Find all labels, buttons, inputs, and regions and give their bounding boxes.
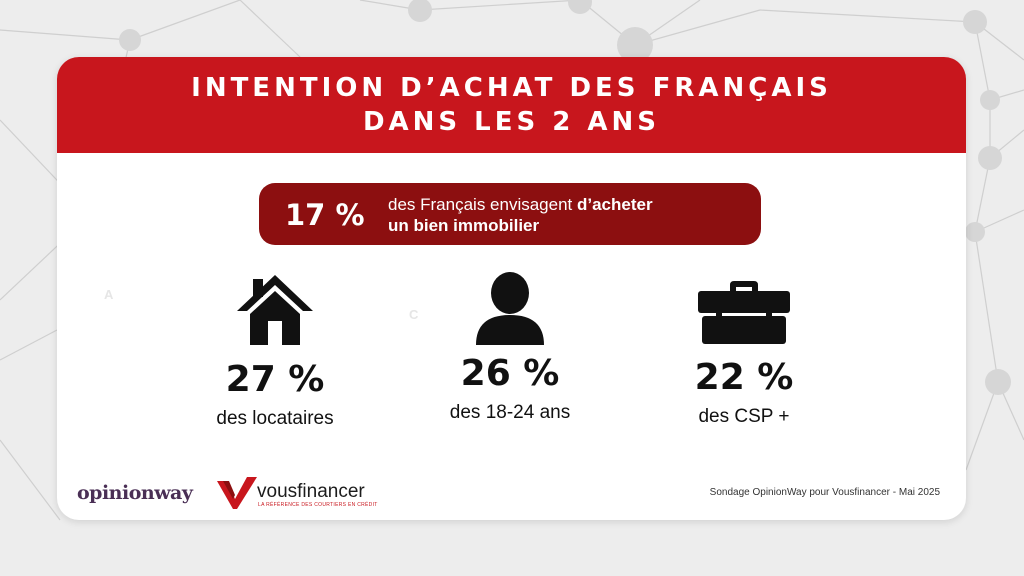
highlight-percent: 17 % xyxy=(285,198,365,232)
vousfinancer-v-icon xyxy=(217,477,257,509)
stat-csp-plus: 22 % des CSP + xyxy=(634,279,854,428)
highlight-banner: 17 % des Français envisagent d’acheter u… xyxy=(259,183,761,245)
stat-label: des CSP + xyxy=(698,406,790,427)
stat-value: 26 % xyxy=(460,353,560,394)
faint-letter-a: A xyxy=(104,287,114,302)
opinionway-logo: opinionway xyxy=(77,482,193,504)
infographic-card: INTENTION D’ACHAT DES FRANÇAIS DANS LES … xyxy=(57,57,966,520)
briefcase-icon xyxy=(698,281,790,344)
title-line-2: DANS LES 2 ANS xyxy=(362,107,661,137)
stat-value: 27 % xyxy=(225,359,325,400)
stat-young-adults: 26 % des 18-24 ans xyxy=(400,271,620,424)
title-banner: INTENTION D’ACHAT DES FRANÇAIS DANS LES … xyxy=(57,57,966,153)
vousfinancer-name: vousfinancer xyxy=(257,481,365,502)
highlight-text-bold-2: un bien immobilier xyxy=(388,216,540,235)
stat-value: 22 % xyxy=(694,357,794,398)
source-note: Sondage OpinionWay pour Vousfinancer - M… xyxy=(709,487,940,498)
faint-letter-c: C xyxy=(409,307,419,322)
person-icon xyxy=(476,272,544,345)
house-icon xyxy=(237,275,313,345)
stat-label: des 18-24 ans xyxy=(449,402,571,423)
highlight-text-regular: des Français envisagent xyxy=(388,195,577,214)
page-title: INTENTION D’ACHAT DES FRANÇAIS DANS LES … xyxy=(191,71,832,139)
vousfinancer-tagline: LA RÉFÉRENCE DES COURTIERS EN CRÉDIT xyxy=(258,502,378,508)
stat-label: des locataires xyxy=(216,408,334,429)
highlight-text: des Français envisagent d’acheter un bie… xyxy=(388,194,653,236)
title-line-1: INTENTION D’ACHAT DES FRANÇAIS xyxy=(191,73,832,103)
stat-renters: 27 % des locataires xyxy=(165,273,385,430)
highlight-text-bold-1: d’acheter xyxy=(577,195,653,214)
